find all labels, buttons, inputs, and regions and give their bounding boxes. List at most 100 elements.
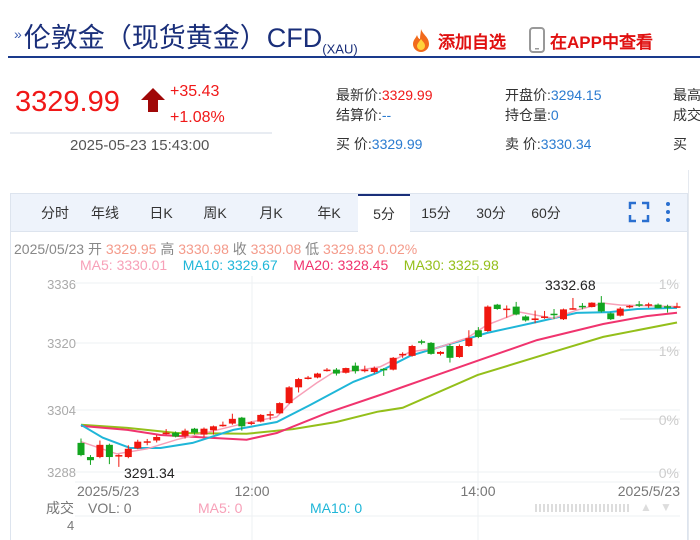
quote-field-label: 买 价: [336,136,372,152]
volume-ma10: MA10: 0 [310,500,363,516]
y-tick-label: 3304 [47,403,76,418]
candle-body [512,306,520,315]
candle-body [559,309,567,320]
candle-body [332,369,340,374]
candle-body [541,316,549,318]
right-tick-label: 0% [659,465,679,481]
chart-panel [10,193,688,540]
last-price: 3329.99 [15,86,120,118]
add-watchlist-button[interactable]: 添加自选 [408,27,506,53]
ma5-legend: MA5: 3330.01 [80,257,168,273]
instrument-code: (XAU) [322,41,358,57]
ohlc-date: 2025/05/23 [14,241,85,257]
candle-body [493,304,501,309]
double-chevron-icon: » [14,26,22,42]
open-label: 开 [87,241,102,257]
scroll-up-icon[interactable]: ▲ [640,500,652,514]
candle-body [569,308,577,310]
candle-body [86,457,94,461]
quote-field-label: 最新价: [336,87,382,103]
ma20-legend: MA20: 3328.45 [293,257,389,273]
candle-body [105,444,113,458]
quote-time: 2025-05-23 15:43:00 [70,137,210,154]
quote-field-label: 开盘价: [505,87,551,103]
candle-body [314,373,322,378]
quote-field-label: 卖 价: [505,136,541,152]
ma20-line [80,311,678,441]
price-change-pct: +1.08% [170,109,225,126]
candle-body [247,422,255,424]
x-tick-label: 14:00 [460,483,495,499]
candle-body [664,306,672,308]
candle-body [361,369,369,372]
candle-body [484,306,492,332]
scroll-down-icon[interactable]: ▼ [660,500,672,514]
tab-4[interactable]: 月K [259,205,283,221]
tab-9[interactable]: 60分 [531,205,561,221]
tab-1[interactable]: 年线 [91,205,119,221]
quote-field: 结算价:-- [336,105,391,125]
tab-6[interactable]: 5分 [358,194,410,233]
y-tick-label: 3336 [47,277,76,292]
candle-body [172,432,180,437]
fire-icon [413,29,429,52]
quote-field-value: 3329.99 [371,136,423,152]
ma30-legend: MA30: 3325.98 [403,257,499,273]
right-tick-label: 0% [659,412,679,428]
tab-8[interactable]: 30分 [476,205,506,221]
candle-body [597,302,605,312]
min-price-label: 3291.34 [124,465,175,481]
x-tick-label: 2025/5/23 [77,483,139,499]
price-divider [10,132,272,134]
volume-label: 成交 [46,500,74,516]
candle-body [446,346,454,358]
candle-body [351,365,359,372]
scrollbar-track[interactable] [535,504,630,512]
view-in-app-label: 在APP中查看 [550,32,653,52]
quote-field-value: 3294.15 [550,87,602,103]
y-tick-label: 3320 [47,336,76,351]
candle-body [522,316,530,321]
candle-body [427,342,435,354]
candle-body [191,428,199,433]
period-tabs: 分时 年线 日K 周K 月K 年K 5分 15分 30分 60分 [11,194,687,233]
candle-body [96,444,104,458]
ma10-line [80,306,678,449]
view-in-app-button[interactable]: 在APP中查看 [528,27,653,53]
quote-field: 买 [673,134,687,154]
quote-field: 成交 [673,105,700,125]
tab-3[interactable]: 周K [203,205,227,221]
y-tick-label: 3288 [47,465,76,480]
candle-body [503,308,511,311]
x-tick-label: 12:00 [234,483,269,499]
phone-icon [529,27,545,53]
more-menu-icon[interactable] [664,201,672,223]
right-tick-label: 1% [659,276,679,292]
up-arrow-icon [141,88,165,112]
quote-field-value: 0 [550,107,559,123]
candle-body [673,306,681,308]
low-value: 3329.83 [323,241,374,257]
tab-7[interactable]: 15分 [421,205,451,221]
tab-2[interactable]: 日K [149,205,173,221]
candle-body [607,313,615,320]
tab-5[interactable]: 年K [317,205,341,221]
candle-body [124,448,132,458]
candle-body [408,346,416,356]
high-label: 高 [160,241,175,257]
open-value: 3329.95 [105,241,157,257]
fullscreen-icon[interactable] [628,201,650,223]
candle-body [436,351,444,354]
quote-field-label: 持仓量: [505,107,551,123]
high-value: 3330.98 [178,241,229,257]
pct-value: 0.02% [377,241,418,257]
candle-body [399,353,407,356]
quote-field-label: 结算价: [336,107,382,123]
quote-field-value: -- [381,107,392,123]
tab-0[interactable]: 分时 [41,205,69,221]
quote-field: 最高 [673,85,700,105]
candle-body [588,302,596,308]
quote-field-value: 3329.99 [381,87,433,103]
candle-body [143,441,151,443]
